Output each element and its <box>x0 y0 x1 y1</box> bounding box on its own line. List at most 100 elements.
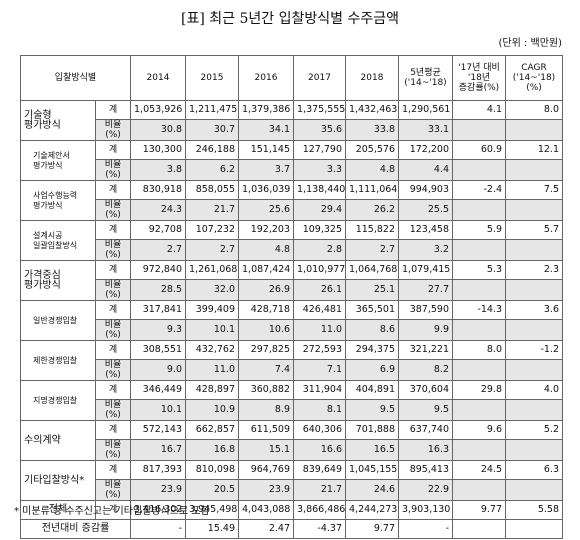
row-kind: 비율(%) <box>95 199 131 221</box>
empty-cell <box>452 359 506 381</box>
cell: 6.9 <box>345 359 399 381</box>
cell: 26.1 <box>293 279 346 301</box>
cell: 4.1 <box>452 100 506 120</box>
cell: 3,903,130 <box>398 500 453 520</box>
cell: 3.3 <box>293 159 346 181</box>
cell: 123,458 <box>398 220 453 240</box>
cell: 29.4 <box>293 199 346 221</box>
ratio-row: 비율(%) 28.5 32.0 26.9 26.1 25.1 27.7 <box>21 279 563 301</box>
row-kind: 계 <box>95 380 131 400</box>
table-body: 입찰방식별 2014 2015 2016 2017 2018 5년평균 ('14~'18) '… <box>20 55 563 539</box>
cell: 8.6 <box>345 319 399 341</box>
cell: 30.8 <box>130 119 186 141</box>
cell: 92,708 <box>130 220 186 240</box>
cell: 3,866,486 <box>293 500 346 520</box>
cell: -2.4 <box>452 180 506 200</box>
cell: 4,043,088 <box>238 500 294 520</box>
cell: 26.9 <box>238 279 294 301</box>
row-kind: 비율(%) <box>95 279 131 301</box>
cell: 294,375 <box>345 340 399 360</box>
total-row: 기타입찰방식* 계 817,393 810,098 964,769 839,649 1,04… <box>20 460 563 501</box>
cell: 1,375,555 <box>293 100 346 120</box>
cell: 9.0 <box>130 359 186 381</box>
cell: 321,221 <box>398 340 453 360</box>
group-label: 전년대비 증감률 <box>20 519 131 539</box>
cell: 22.9 <box>398 479 453 501</box>
row-kind: 비율(%) <box>95 159 131 181</box>
ratio-row: 비율(%) 30.8 30.7 34.1 35.6 33.8 33.1 <box>21 119 563 141</box>
column-header: 2015 <box>185 55 239 101</box>
row-kind: 계 <box>95 100 131 120</box>
cell: 5.2 <box>505 420 563 440</box>
total-row: 제한경쟁입찰 계 308,551 432,762 297,825 272,593 294,3… <box>20 340 563 381</box>
cell: 994,903 <box>398 180 453 200</box>
column-header: 2014 <box>130 55 186 101</box>
cell: 2.7 <box>185 239 239 261</box>
group-label: 기타입찰방식* <box>20 460 96 501</box>
cell: 107,232 <box>185 220 239 240</box>
cell: -4.37 <box>293 519 346 539</box>
group-label: 제한경쟁입찰 <box>20 340 96 381</box>
footnote: * 미분류 등 수주신고는 기타입찰방식으로 포함 <box>14 506 210 517</box>
cell: 830,918 <box>130 180 186 200</box>
empty-cell <box>505 159 563 181</box>
cell: 4.4 <box>398 159 453 181</box>
cell: 370,604 <box>398 380 453 400</box>
change-row: 전년대비 증감률 -15.49 2.47 -4.37 9.77- <box>20 519 563 539</box>
cell: 60.9 <box>452 140 506 160</box>
empty-cell <box>505 239 563 261</box>
group-label: 설계시공 일괄입찰방식 <box>20 220 96 261</box>
group-label: 가격중심 평가방식 <box>20 260 96 301</box>
cell: 6.3 <box>505 460 563 480</box>
cell: 20.5 <box>185 479 239 501</box>
ratio-row: 비율(%) 23.9 20.5 23.9 21.7 24.6 22.9 <box>21 479 563 501</box>
cell: 311,904 <box>293 380 346 400</box>
cell: 24.6 <box>345 479 399 501</box>
cell: 16.8 <box>185 439 239 461</box>
empty-cell <box>505 519 563 539</box>
total-row: 기술형 평가방식 계 1,053,926 1,211,475 1,379,386 1,37… <box>20 100 563 141</box>
cell: 9.5 <box>345 399 399 421</box>
cell: 2.8 <box>293 239 346 261</box>
cell: 1,064,768 <box>345 260 399 280</box>
cell: 640,306 <box>293 420 346 440</box>
cell: 817,393 <box>130 460 186 480</box>
cell: 1,379,386 <box>238 100 294 120</box>
cell: 428,897 <box>185 380 239 400</box>
empty-cell <box>452 119 506 141</box>
cell: 16.7 <box>130 439 186 461</box>
cell: 130,300 <box>130 140 186 160</box>
cell: 1,290,561 <box>398 100 453 120</box>
cell: 10.9 <box>185 399 239 421</box>
cell: 272,593 <box>293 340 346 360</box>
row-kind: 비율(%) <box>95 319 131 341</box>
cell: 2.47 <box>238 519 294 539</box>
cell: 25.6 <box>238 199 294 221</box>
cell: 25.5 <box>398 199 453 221</box>
cell: 1,087,424 <box>238 260 294 280</box>
cell: 387,590 <box>398 300 453 320</box>
group-label: 지명경쟁입찰 <box>20 380 96 421</box>
cell: 1,138,440 <box>293 180 346 200</box>
cell: - <box>130 519 186 539</box>
cell: 964,769 <box>238 460 294 480</box>
cell: 1,111,064 <box>345 180 399 200</box>
group-label: 일반경쟁입찰 <box>20 300 96 341</box>
row-kind: 계 <box>95 140 131 160</box>
cell: 1,432,463 <box>345 100 399 120</box>
ratio-row: 비율(%) 10.1 10.9 8.9 8.1 9.5 9.5 <box>21 399 563 421</box>
empty-cell <box>452 399 506 421</box>
cell: 1,261,068 <box>185 260 239 280</box>
cell: 4,244,273 <box>345 500 399 520</box>
cell: 11.0 <box>293 319 346 341</box>
cell: 127,790 <box>293 140 346 160</box>
row-kind: 계 <box>95 340 131 360</box>
cell: 432,762 <box>185 340 239 360</box>
cell: 9.5 <box>398 399 453 421</box>
cell: 360,882 <box>238 380 294 400</box>
cell: 10.1 <box>185 319 239 341</box>
cell: 15.1 <box>238 439 294 461</box>
cell: 1,036,039 <box>238 180 294 200</box>
cell: 4.8 <box>345 159 399 181</box>
cell: 7.4 <box>238 359 294 381</box>
